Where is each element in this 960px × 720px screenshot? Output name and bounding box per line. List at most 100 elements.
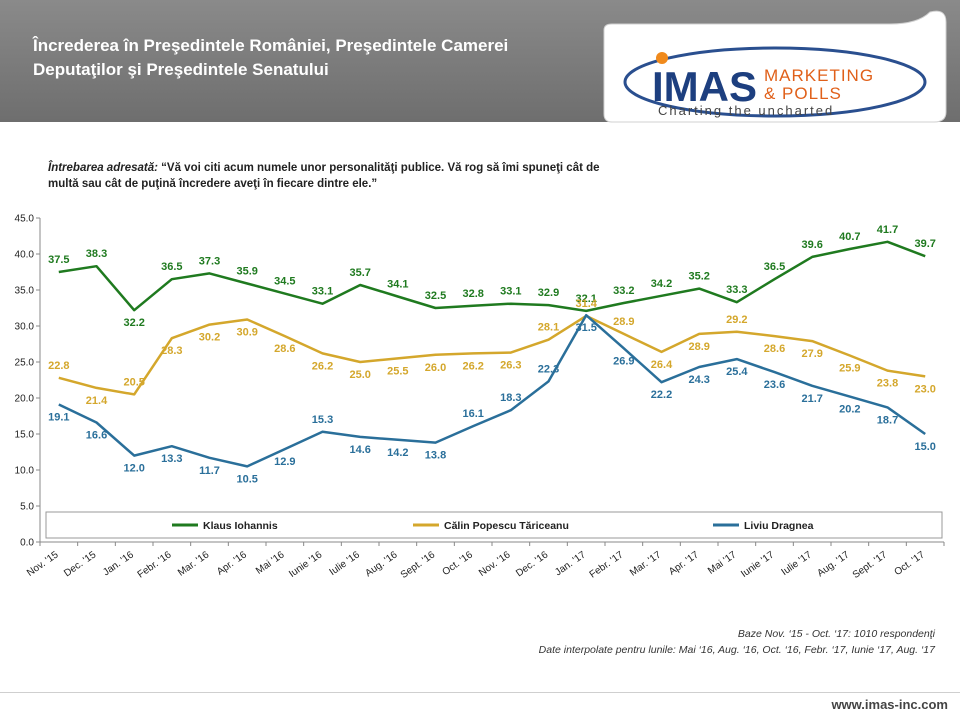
y-tick-label: 30.0: [15, 322, 35, 333]
x-tick-label: Dec. '16: [514, 549, 550, 579]
data-label: 35.2: [688, 271, 709, 283]
data-label: 16.1: [462, 408, 483, 420]
survey-question: Întrebarea adresată: “Vă voi citi acum n…: [48, 160, 608, 192]
data-label: 14.6: [349, 444, 370, 456]
data-label: 20.2: [839, 404, 860, 416]
x-tick-label: Mar. '17: [628, 549, 664, 578]
y-tick-label: 5.0: [20, 502, 34, 513]
x-tick-label: Iulie '17: [780, 549, 815, 578]
x-tick-label: Mai '17: [706, 549, 739, 577]
x-tick-label: Apr. '17: [667, 549, 701, 578]
data-label: 21.7: [801, 393, 822, 405]
title-line-2: Deputaţilor şi Preşedintele Senatului: [33, 60, 329, 79]
data-label: 15.3: [312, 414, 333, 426]
data-label: 28.9: [613, 316, 634, 328]
data-label: 40.7: [839, 231, 860, 243]
x-tick-label: Febr. '17: [588, 549, 626, 580]
data-label: 10.5: [236, 473, 257, 485]
x-tick-label: Sept. '17: [851, 549, 890, 581]
data-label: 26.0: [425, 362, 446, 374]
data-label: 23.8: [877, 378, 898, 390]
data-label: 34.5: [274, 276, 295, 288]
series-line: [58, 314, 926, 396]
data-label: 33.2: [613, 285, 634, 297]
logo-orange-dot: [656, 52, 668, 64]
data-label: 20.5: [123, 376, 144, 388]
logo-tagline: Charting the uncharted: [658, 103, 834, 118]
y-tick-label: 10.0: [15, 466, 35, 477]
y-tick-label: 25.0: [15, 358, 35, 369]
data-label: 36.5: [764, 261, 785, 273]
data-label: 34.1: [387, 278, 408, 290]
chart-x-tick-labels: Nov. '15 Dec. '15 Jan. '16 Febr. '16 Mar. '1…: [25, 549, 927, 581]
series-line: [58, 240, 926, 313]
x-tick-label: Mar. '16: [176, 549, 212, 578]
data-label: 33.3: [726, 284, 747, 296]
data-label: 16.6: [86, 429, 107, 441]
data-label: 25.4: [726, 366, 748, 378]
logo-brand: IMAS: [652, 63, 757, 110]
data-label: 22.8: [48, 360, 69, 372]
trust-line-chart: 0.0 5.0 10.0 15.0 20.0 25.0 30.0 35.0 40.0 45.0 3…: [15, 214, 945, 581]
legend-label: Klaus Iohannis: [203, 520, 278, 532]
imas-logo: IMAS MARKETING & POLLS Charting the unch…: [603, 10, 947, 123]
data-label: 32.8: [462, 288, 483, 300]
data-label: 24.3: [688, 374, 709, 386]
data-label: 27.9: [801, 348, 822, 360]
data-label: 34.2: [651, 278, 672, 290]
data-label: 28.9: [688, 341, 709, 353]
data-label: 37.5: [48, 254, 69, 266]
data-label: 14.2: [387, 447, 408, 459]
data-label: 35.7: [349, 267, 370, 279]
x-tick-label: Febr. '16: [136, 549, 174, 580]
x-tick-label: Jan. '16: [101, 549, 136, 578]
data-label: 26.3: [500, 360, 521, 372]
data-label: 31.5: [575, 322, 596, 334]
chart-notes: Baze Nov. ‘15 - Oct. ‘17: 1010 responden…: [539, 626, 935, 658]
question-text: “Vă voi citi acum numele unor personalit…: [48, 162, 600, 190]
data-label: 35.9: [236, 266, 257, 278]
logo-word-2: & POLLS: [764, 84, 842, 103]
chart-data-labels: 37.5 38.3 32.2 36.5 37.3 35.9 34.5 33.1 35.7 34.1…: [48, 224, 936, 486]
data-label: 32.2: [123, 317, 144, 329]
y-tick-label: 20.0: [15, 394, 35, 405]
logo-card: [603, 10, 947, 123]
data-label: 12.0: [123, 463, 144, 475]
data-label: 21.4: [86, 395, 108, 407]
x-tick-label: Mai '16: [254, 549, 287, 577]
data-label: 28.1: [538, 322, 559, 334]
data-label: 41.7: [877, 224, 898, 236]
x-tick-label: Iulie '16: [328, 549, 363, 578]
y-tick-label: 0.0: [20, 538, 34, 549]
data-label: 39.7: [914, 238, 935, 250]
data-label: 36.5: [161, 261, 182, 273]
data-label: 25.5: [387, 365, 408, 377]
chart-legend: Klaus Iohannis Călin Popescu Tăriceanu Liv…: [45, 511, 943, 539]
data-label: 28.6: [764, 343, 785, 355]
x-tick-label: Nov. '16: [477, 549, 513, 579]
data-label: 26.9: [613, 355, 634, 367]
x-tick-label: Aug. '16: [363, 549, 399, 579]
x-tick-label: Apr. '16: [215, 549, 249, 578]
data-label: 30.9: [236, 327, 257, 339]
data-label: 33.1: [312, 286, 333, 298]
data-label: 19.1: [48, 411, 69, 423]
page-title: Încrederea în Preşedintele României, Pre…: [33, 34, 593, 82]
x-tick-label: Aug. '17: [815, 549, 851, 579]
data-label: 13.8: [425, 450, 446, 462]
title-line-1: Încrederea în Preşedintele României, Pre…: [33, 36, 509, 55]
data-label: 28.3: [161, 345, 182, 357]
data-label: 11.7: [199, 465, 220, 477]
data-label: 32.5: [425, 290, 446, 302]
x-tick-label: Iunie '16: [287, 549, 324, 580]
data-label: 37.3: [199, 255, 220, 267]
interpolation-note: Date interpolate pentru lunile: Mai ‘16,…: [538, 644, 935, 656]
data-label: 38.3: [86, 248, 107, 260]
series-line: [58, 313, 926, 468]
data-label: 32.9: [538, 287, 559, 299]
data-label: 31.4: [575, 298, 597, 310]
x-tick-label: Dec. '15: [62, 549, 98, 579]
x-tick-label: Jan. '17: [553, 549, 588, 578]
data-label: 15.0: [914, 441, 935, 453]
data-label: 30.2: [199, 332, 220, 344]
